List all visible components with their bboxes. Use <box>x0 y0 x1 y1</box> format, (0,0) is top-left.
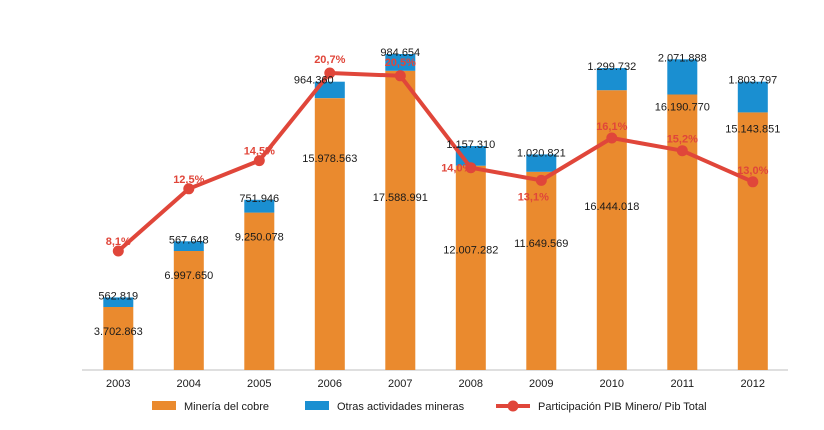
participation-marker-2003 <box>112 245 124 257</box>
data-label-cobre-2006: 15.978.563 <box>302 153 357 165</box>
legend-label-participacion: Participación PIB Minero/ Pib Total <box>538 401 707 413</box>
data-label-cobre-2012: 15.143.851 <box>725 123 780 135</box>
participation-label-2010: 16,1% <box>596 121 627 133</box>
bar-otras-2012 <box>737 81 768 113</box>
participation-marker-2012 <box>747 176 759 188</box>
data-label-cobre-2011: 16.190.770 <box>655 102 710 114</box>
participation-line <box>116 71 754 253</box>
legend-line-marker <box>507 400 519 412</box>
x-tick-2012: 2012 <box>741 378 765 390</box>
bar-cobre-2003 <box>103 307 134 370</box>
participation-label-2008: 14,0% <box>441 163 472 175</box>
x-tick-2011: 2011 <box>670 378 694 390</box>
data-label-cobre-2008: 12.007.282 <box>443 245 498 257</box>
participation-marker-2007 <box>394 70 406 82</box>
data-label-otras-2005: 751.946 <box>239 193 279 205</box>
data-label-cobre-2004: 6.997.650 <box>164 270 213 282</box>
data-label-otras-2011: 2.071.888 <box>658 52 707 64</box>
bar-cobre-2012 <box>737 112 768 371</box>
data-label-otras-2012: 1.803.797 <box>728 75 777 87</box>
bar-cobre-2005 <box>244 212 275 370</box>
participation-label-2009: 13,1% <box>518 191 549 203</box>
bar-cobre-2008 <box>455 165 486 370</box>
participation-marker-2009 <box>535 174 547 186</box>
data-label-otras-2006: 964.360 <box>294 75 334 87</box>
data-label-otras-2009: 1.020.821 <box>517 147 566 159</box>
participation-marker-2011 <box>676 145 688 157</box>
participation-marker-2006 <box>324 67 336 79</box>
participation-label-2011: 15,2% <box>667 134 698 146</box>
bars-group <box>103 54 768 371</box>
bar-otras-2009 <box>526 154 557 172</box>
x-tick-2006: 2006 <box>318 378 342 390</box>
data-label-cobre-2003: 3.702.863 <box>94 326 143 338</box>
legend-swatch-otras <box>305 401 329 410</box>
x-tick-2003: 2003 <box>106 378 130 390</box>
participation-label-2005: 14,5% <box>244 146 275 158</box>
bar-otras-2007 <box>385 54 416 71</box>
x-tick-2007: 2007 <box>388 378 412 390</box>
participation-marker-2005 <box>253 155 265 167</box>
bar-otras-2006 <box>314 81 345 99</box>
participation-marker-2008 <box>465 162 477 174</box>
legend: Minería del cobre Otras actividades mine… <box>152 400 707 413</box>
x-tick-2005: 2005 <box>247 378 271 390</box>
participation-label-2003: 8,1% <box>106 236 131 248</box>
x-tick-2004: 2004 <box>177 378 201 390</box>
bar-otras-2011 <box>667 59 698 95</box>
data-label-otras-2010: 1.299.732 <box>587 61 636 73</box>
data-label-otras-2003: 562.819 <box>98 290 138 302</box>
legend-label-otras: Otras actividades mineras <box>337 401 465 413</box>
bar-cobre-2004 <box>173 250 204 370</box>
participation-label-2007: 20,5% <box>385 57 416 69</box>
participation-label-2004: 12,5% <box>173 174 204 186</box>
data-label-otras-2004: 567.648 <box>169 234 209 246</box>
data-label-cobre-2007: 17.588.991 <box>373 192 428 204</box>
participation-label-2006: 20,7% <box>314 54 345 66</box>
x-tick-2008: 2008 <box>459 378 483 390</box>
bar-cobre-2011 <box>667 94 698 370</box>
data-label-cobre-2005: 9.250.078 <box>235 232 284 244</box>
x-tick-2010: 2010 <box>600 378 624 390</box>
participation-marker-2010 <box>606 132 618 144</box>
participation-line-group <box>112 67 759 257</box>
data-label-cobre-2010: 16.444.018 <box>584 201 639 213</box>
participation-marker-2004 <box>183 183 195 195</box>
legend-swatch-cobre <box>152 401 176 410</box>
participation-label-2012: 13,0% <box>737 165 768 177</box>
bar-otras-2005 <box>244 199 275 213</box>
legend-label-cobre: Minería del cobre <box>184 401 269 413</box>
bar-otras-2004 <box>173 241 204 251</box>
bar-cobre-2007 <box>385 70 416 371</box>
x-tick-2009: 2009 <box>529 378 553 390</box>
data-label-cobre-2009: 11.649.569 <box>514 238 568 250</box>
bar-otras-2010 <box>596 68 627 91</box>
bar-otras-2003 <box>103 297 134 307</box>
data-label-otras-2007: 984.654 <box>380 47 420 59</box>
data-label-otras-2008: 1.157.310 <box>446 139 495 151</box>
data-labels-group: 562.819 3.702.863 567.648 6.997.650 751.946 9… <box>94 47 780 338</box>
bar-cobre-2006 <box>314 98 345 370</box>
x-tick-labels: 2003 2004 2005 2006 2007 2008 2009 2010 2011 2012 <box>106 378 765 390</box>
bar-cobre-2009 <box>526 171 557 370</box>
